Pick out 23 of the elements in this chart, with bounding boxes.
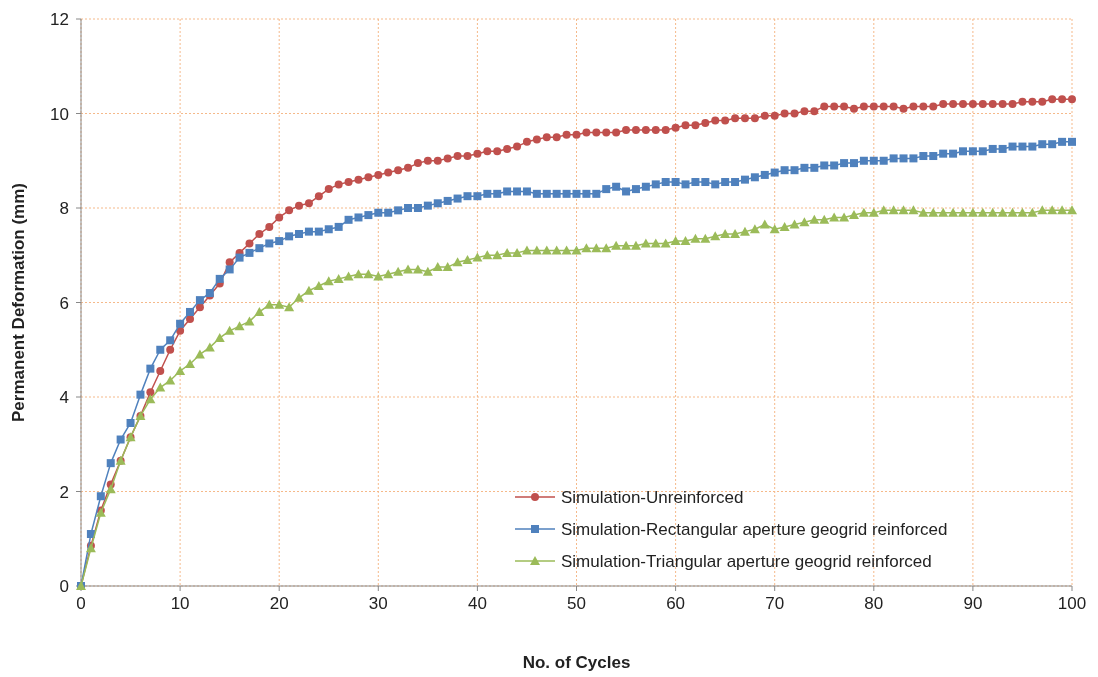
- y-tick-label: 12: [50, 10, 69, 29]
- y-tick-label: 0: [59, 577, 69, 596]
- x-tick-label: 100: [1057, 594, 1087, 613]
- y-tick-label: 4: [59, 388, 69, 407]
- legend-label: Simulation-Rectangular aperture geogrid reinforced: [561, 520, 948, 539]
- x-tick-label: 50: [567, 594, 586, 613]
- y-axis-title: Permanent Deformation (mm): [9, 183, 28, 422]
- x-axis-title: No. of Cycles: [522, 653, 631, 672]
- x-tick-label: 30: [368, 594, 388, 613]
- x-tick-label: 70: [765, 594, 785, 613]
- x-tick-label: 40: [467, 594, 487, 613]
- x-tick-label: 90: [963, 594, 983, 613]
- y-tick-label: 2: [59, 482, 69, 502]
- y-tick-label: 6: [59, 293, 69, 313]
- y-tick-label: 10: [50, 104, 69, 124]
- x-tick-label: 10: [170, 594, 190, 613]
- x-tick-label: 80: [864, 594, 884, 613]
- x-tick-label: 60: [666, 594, 686, 613]
- x-tick-label: 20: [269, 594, 289, 613]
- legend-label: Simulation-Unreinforced: [561, 488, 744, 507]
- y-tick-label: 8: [59, 199, 69, 218]
- legend-label: Simulation-Triangular aperture geogrid reinforced: [561, 552, 932, 571]
- x-tick-label: 0: [76, 594, 86, 613]
